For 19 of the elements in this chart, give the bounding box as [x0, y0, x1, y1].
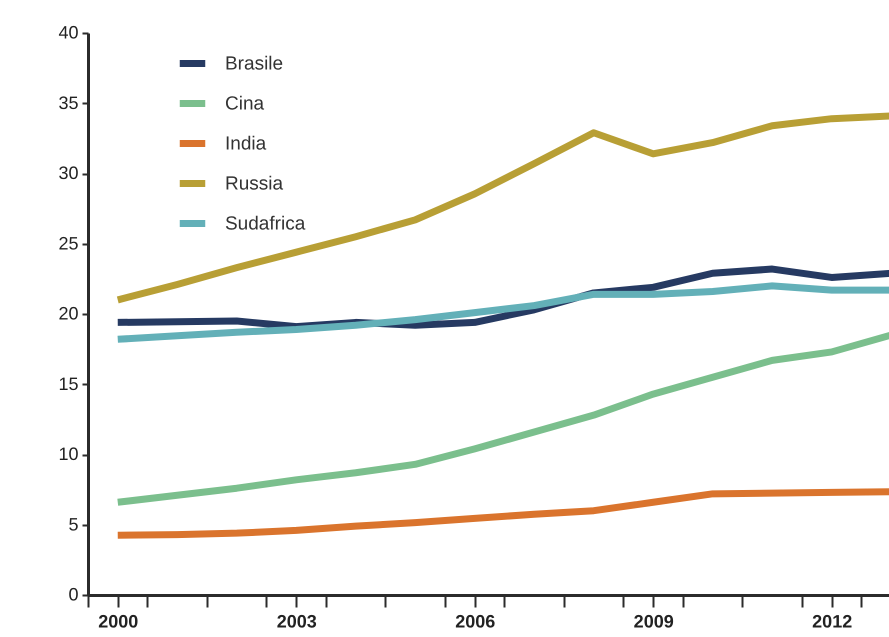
- x-tick-label: 2012: [812, 612, 852, 632]
- x-tick-label: 2000: [98, 612, 138, 632]
- x-tick-label: 2003: [276, 612, 317, 632]
- legend-label: Cina: [225, 94, 265, 114]
- legend-label: Russia: [225, 174, 284, 194]
- x-tick-label: 2009: [634, 612, 674, 632]
- y-tick-label: 15: [58, 374, 78, 394]
- y-tick-label: 30: [58, 163, 78, 183]
- legend-label: Sudafrica: [225, 214, 306, 234]
- y-tick-label: 10: [58, 444, 78, 464]
- y-tick-label: 20: [58, 304, 78, 324]
- y-tick-label: 25: [58, 233, 78, 254]
- y-tick-label: 5: [68, 514, 78, 534]
- legend-label: India: [225, 134, 267, 154]
- y-tick-label: 35: [58, 92, 78, 113]
- y-tick-label: 40: [58, 22, 78, 42]
- y-tick-label: 0: [68, 584, 78, 604]
- x-tick-label: 2006: [455, 612, 496, 632]
- legend-label: Brasile: [225, 54, 284, 74]
